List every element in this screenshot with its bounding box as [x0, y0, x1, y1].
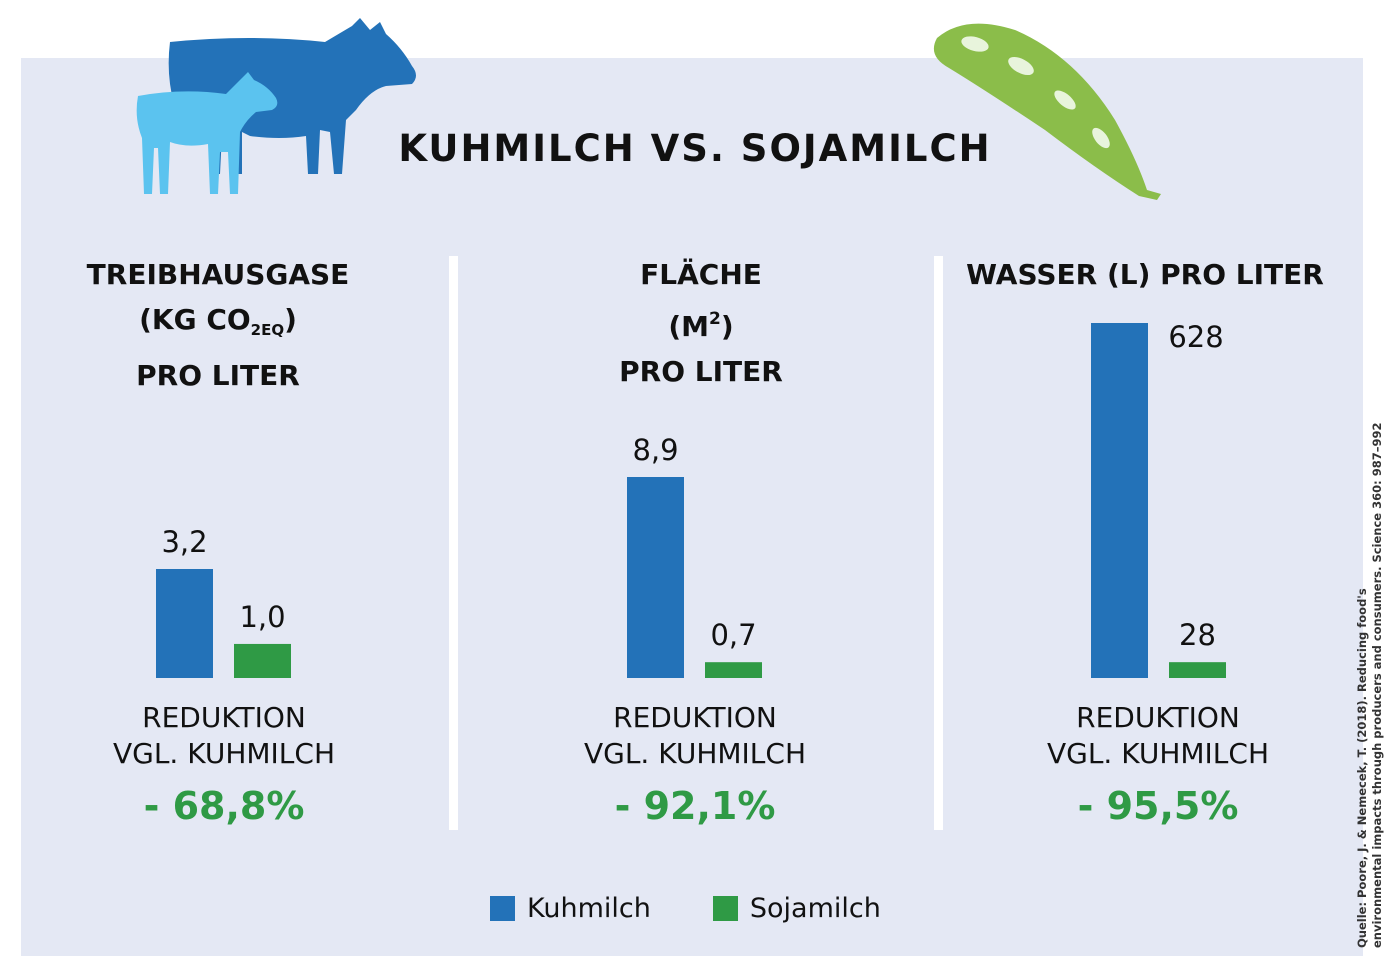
legend-item-kuhmilch: Kuhmilch: [490, 893, 651, 924]
heading-line: (M2): [668, 309, 734, 343]
pod-seed: [961, 36, 989, 52]
reduction-value: - 92,1%: [614, 784, 776, 828]
chart-heading-wasser: WASSER (L) PRO LITER: [935, 252, 1355, 297]
calf-silhouette: [136, 72, 278, 194]
heading-line: FLÄCHE: [640, 258, 762, 291]
bar-value-label: 3,2: [161, 525, 207, 559]
bar-sojamilch: [1169, 662, 1226, 678]
bar-kuhmilch: [627, 477, 684, 678]
bar-kuhmilch: [156, 569, 213, 678]
legend-label: Sojamilch: [749, 892, 881, 924]
pod-seed: [1054, 90, 1076, 110]
bar-value-label: 1,0: [239, 600, 285, 634]
reduction-label: REDUKTION VGL. KUHMILCH: [112, 701, 336, 770]
chart-heading-flaeche: FLÄCHE (M2) PRO LITER: [491, 252, 911, 394]
heading-line: PRO LITER: [136, 359, 300, 392]
bar-value-label: 28: [1179, 618, 1216, 652]
legend-label: Kuhmilch: [527, 892, 651, 924]
reduction-label: REDUKTION VGL. KUHMILCH: [1046, 701, 1270, 770]
bar-value-label: 8,9: [632, 433, 678, 467]
pod-seed: [1092, 127, 1110, 149]
soybean-pod-illustration: [933, 23, 1161, 200]
pod-seed: [1008, 56, 1034, 76]
heading-line: PRO LITER: [619, 355, 783, 388]
infographic-title: KUHMILCH VS. SOJAMILCH: [398, 127, 992, 170]
cow-and-calf-illustration: [136, 18, 416, 194]
bar-kuhmilch: [1091, 323, 1148, 678]
legend-swatch: [490, 895, 515, 921]
pod-shape: [933, 23, 1161, 200]
heading-line: WASSER (L) PRO LITER: [966, 258, 1324, 291]
chart-legend: Kuhmilch Sojamilch: [490, 888, 943, 928]
legend-swatch: [712, 895, 738, 921]
section-divider: [449, 256, 458, 830]
bar-sojamilch: [234, 643, 291, 678]
bar-value-label: 0,7: [710, 618, 756, 652]
reduction-label: REDUKTION VGL. KUHMILCH: [583, 701, 807, 770]
reduction-value: - 95,5%: [1077, 784, 1239, 828]
bar-sojamilch: [705, 662, 762, 678]
heading-line: (KG CO2EQ): [139, 303, 297, 339]
heading-line: TREIBHAUSGASE: [86, 258, 350, 291]
reduction-value: - 68,8%: [143, 784, 305, 828]
bar-value-label: 628: [1168, 320, 1223, 354]
chart-heading-treibhausgase: TREIBHAUSGASE (KG CO2EQ) PRO LITER: [8, 252, 428, 398]
legend-item-sojamilch: Sojamilch: [712, 892, 881, 924]
section-divider: [934, 256, 943, 830]
source-citation: Quelle: Poore, J. & Nemecek, T. (2018). …: [1355, 422, 1384, 948]
